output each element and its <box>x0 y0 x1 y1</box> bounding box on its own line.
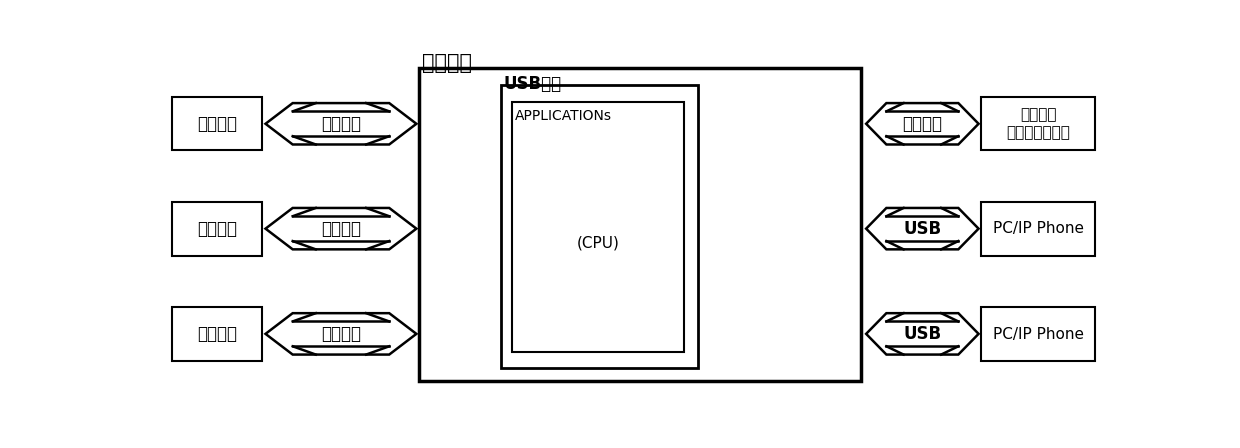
Text: PC/IP Phone: PC/IP Phone <box>993 327 1084 341</box>
Bar <box>172 97 262 151</box>
Bar <box>172 202 262 255</box>
Text: 无线通信: 无线通信 <box>321 325 361 343</box>
Text: USB: USB <box>903 325 941 343</box>
Bar <box>982 97 1095 151</box>
Polygon shape <box>866 313 978 354</box>
Polygon shape <box>866 103 978 145</box>
Text: PC/IP Phone: PC/IP Phone <box>993 221 1084 237</box>
Bar <box>982 307 1095 361</box>
Bar <box>982 202 1095 255</box>
Text: 无线耳机: 无线耳机 <box>197 115 237 133</box>
Text: (CPU): (CPU) <box>577 236 620 251</box>
Bar <box>501 85 698 368</box>
Bar <box>172 307 262 361</box>
Polygon shape <box>265 103 417 145</box>
Text: USB: USB <box>903 220 941 237</box>
Text: APPLICATIONs: APPLICATIONs <box>516 109 613 123</box>
Bar <box>419 68 862 382</box>
Text: 移动设备
（手机、平板）: 移动设备 （手机、平板） <box>1006 108 1070 140</box>
Bar <box>512 102 683 352</box>
Text: 通信装置: 通信装置 <box>422 53 472 73</box>
Text: 无线耳机: 无线耳机 <box>197 220 237 238</box>
Text: USB电话: USB电话 <box>503 75 562 94</box>
Text: 无线耳机: 无线耳机 <box>197 325 237 343</box>
Text: 蓝牙通信: 蓝牙通信 <box>903 115 942 133</box>
Polygon shape <box>866 208 978 250</box>
Text: 无线通信: 无线通信 <box>321 115 361 133</box>
Polygon shape <box>265 208 417 250</box>
Text: 无线通信: 无线通信 <box>321 220 361 237</box>
Polygon shape <box>265 313 417 354</box>
